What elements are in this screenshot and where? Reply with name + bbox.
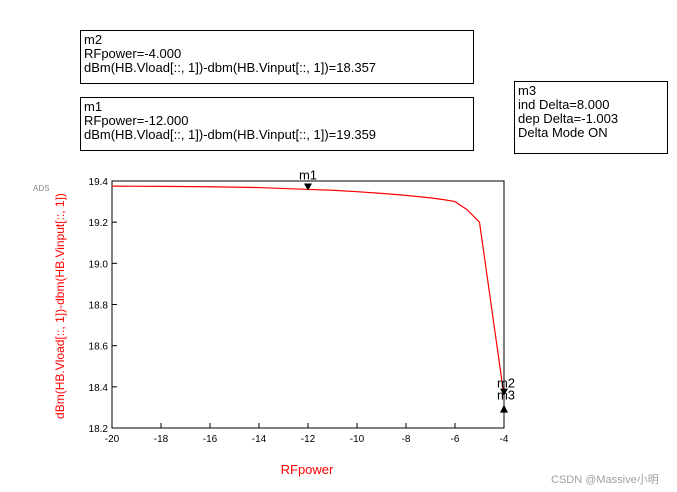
y-axis-label: dBm(HB.Vload[::, 1])-dbm(HB.Vinput[::, 1… (53, 193, 67, 419)
trace-layer (111, 185, 505, 396)
x-tick-label: -8 (402, 434, 411, 445)
y-tick-label: 19.4 (89, 177, 109, 188)
y-tick-label: 18.6 (89, 342, 109, 353)
marker-m2-icon[interactable] (500, 388, 508, 396)
marker-m3-name: m3 (518, 83, 537, 98)
marker-m2-readout[interactable]: m2 RFpower=-4.000 dBm(HB.Vload[::, 1])-d… (80, 30, 474, 84)
y-tick-label: 18.4 (89, 383, 109, 394)
x-tick-label: -14 (252, 434, 267, 445)
marker-m3-delta-mode: Delta Mode ON (518, 125, 608, 140)
marker-m2-y-readout: dBm(HB.Vload[::, 1])-dbm(HB.Vinput[::, 1… (84, 60, 377, 75)
plot-frame (111, 180, 505, 429)
marker-m1-y-readout: dBm(HB.Vload[::, 1])-dbm(HB.Vinput[::, 1… (84, 127, 377, 142)
marker-m1-name: m1 (84, 99, 103, 114)
axes: -20 -18 -16 -14 -12 -10 -8 -6 -4 18.2 18.4 18.6 18.8… (89, 177, 509, 445)
x-tick-label: -18 (154, 434, 169, 445)
x-axis-label: RFpower (281, 462, 334, 477)
x-tick-label: -10 (350, 434, 365, 445)
y-tick-label: 18.8 (89, 301, 109, 312)
x-tick-label: -20 (105, 434, 120, 445)
x-tick-label: -6 (451, 434, 460, 445)
x-tick-label: -4 (500, 434, 509, 445)
marker-m1-readout[interactable]: m1 RFpower=-12.000 dBm(HB.Vload[::, 1])-… (80, 97, 474, 151)
marker-m3-ind-delta: ind Delta=8.000 (518, 97, 610, 112)
watermark: CSDN @Massive小明 (551, 474, 659, 486)
marker-m1-label: m1 (299, 167, 317, 182)
marker-m2-name: m2 (84, 32, 103, 47)
y-tick-label: 19.2 (89, 218, 109, 229)
marker-m2-label: m2 (497, 376, 515, 391)
x-tick-label: -16 (203, 434, 218, 445)
marker-m3-icon[interactable] (500, 404, 508, 413)
marker-m3-readout[interactable]: m3 ind Delta=8.000 dep Delta=-1.003 Delt… (514, 81, 668, 154)
ads-logo: ADS (33, 184, 50, 193)
x-tick-label: -12 (301, 434, 316, 445)
y-tick-label: 18.2 (89, 424, 109, 435)
marker-m3-dep-delta: dep Delta=-1.003 (518, 111, 619, 126)
series-line (111, 185, 505, 396)
marker-m2-x-readout: RFpower=-4.000 (84, 46, 182, 61)
y-tick-label: 19.0 (89, 259, 109, 270)
marker-m1-x-readout: RFpower=-12.000 (84, 113, 189, 128)
marker-m3-label: m3 (497, 388, 515, 403)
marker-m1-icon[interactable] (304, 183, 312, 191)
